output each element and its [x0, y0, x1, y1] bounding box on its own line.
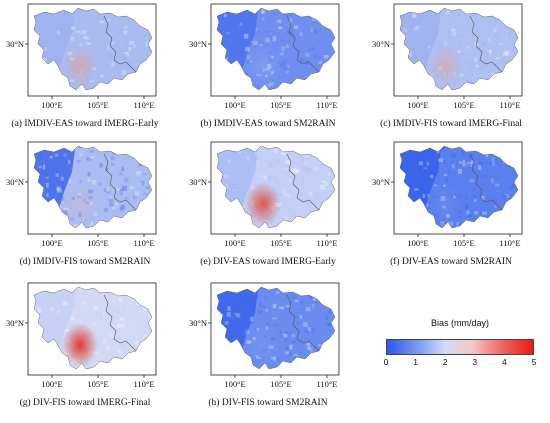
longitude-label: 100°E	[224, 100, 245, 110]
longitude-label: 105°E	[453, 100, 474, 110]
longitude-label: 110°E	[133, 379, 154, 389]
longitude-label: 105°E	[453, 238, 474, 248]
longitude-label: 100°E	[41, 238, 62, 248]
panel-caption: (b) IMDIV-EAS toward SM2RAIN	[200, 119, 336, 129]
map-frame	[210, 3, 340, 97]
region-outline	[33, 286, 153, 370]
longitude-label: 110°E	[133, 238, 154, 248]
map-h: 30°N 100°E 105°E 110°E	[189, 282, 340, 389]
map-frame	[393, 3, 523, 97]
map-frame	[210, 282, 340, 376]
longitude-label: 110°E	[133, 100, 154, 110]
colorbar-tick-label: 4	[502, 357, 507, 367]
colorbar-tick-label: 1	[413, 357, 418, 367]
map-c: 30°N 100°E 105°E 110°E	[372, 3, 523, 110]
panel-caption: (e) DIV-EAS toward IMERG-Early	[200, 257, 336, 267]
latitude-label: 30°N	[6, 177, 24, 187]
region-outline	[33, 7, 153, 91]
region-outline	[399, 7, 519, 91]
map-a: 30°N 100°E 105°E 110°E	[6, 3, 157, 110]
high-bias-hotspot	[245, 182, 281, 226]
latitude-label: 30°N	[189, 39, 207, 49]
longitude-label: 105°E	[270, 100, 291, 110]
panel-caption: (d) IMDIV-FIS toward SM2RAIN	[19, 257, 151, 267]
latitude-label: 30°N	[189, 177, 207, 187]
region-outline	[33, 145, 153, 229]
latitude-label: 30°N	[189, 318, 207, 328]
map-g: 30°N 100°E 105°E 110°E	[6, 282, 157, 389]
panel-caption: (a) IMDIV-EAS toward IMERG-Early	[11, 119, 159, 129]
longitude-label: 100°E	[41, 100, 62, 110]
panel-caption: (c) IMDIV-FIS toward IMERG-Final	[380, 119, 522, 129]
map-panel-a: 30°N 100°E 105°E 110°E (a) IMDIV-EAS toward …	[0, 0, 170, 135]
map-e: 30°N 100°E 105°E 110°E	[189, 141, 340, 248]
high-bias-hotspot	[428, 44, 464, 88]
map-panel-b: 30°N 100°E 105°E 110°E (b) IMDIV-EAS toward …	[183, 0, 353, 135]
longitude-label: 100°E	[407, 238, 428, 248]
province-border	[469, 15, 503, 73]
longitude-label: 110°E	[499, 100, 520, 110]
map-panel-e: 30°N 100°E 105°E 110°E (e) DIV-EAS toward IM…	[183, 138, 353, 273]
latitude-label: 30°N	[6, 39, 24, 49]
colorbar-legend: Bias (mm/day) 0 1 2 3 4 5	[380, 318, 540, 378]
region-outline	[216, 286, 336, 370]
colorbar-tick-label: 3	[472, 357, 478, 367]
map-panel-g: 30°N 100°E 105°E 110°E (g) DIV-FIS toward IM…	[0, 279, 170, 414]
province-border	[286, 294, 320, 352]
longitude-label: 100°E	[407, 100, 428, 110]
longitude-label: 100°E	[224, 379, 245, 389]
map-panel-f: 30°N 100°E 105°E 110°E (f) DIV-EAS toward SM…	[366, 138, 536, 273]
colorbar-tick-label: 5	[531, 357, 537, 367]
map-panel-d: 30°N 100°E 105°E 110°E (d) IMDIV-FIS toward …	[0, 138, 170, 273]
longitude-label: 110°E	[316, 379, 337, 389]
longitude-label: 100°E	[41, 379, 62, 389]
colorbar-tick-label: 2	[442, 357, 448, 367]
colorbar	[386, 339, 534, 355]
region-outline	[216, 145, 336, 229]
panel-caption: (f) DIV-EAS toward SM2RAIN	[390, 257, 512, 267]
province-border	[103, 153, 137, 211]
longitude-label: 105°E	[87, 379, 108, 389]
map-frame	[27, 3, 157, 97]
legend-title: Bias (mm/day)	[430, 318, 489, 328]
province-border	[103, 294, 137, 352]
high-bias-hotspot	[245, 44, 281, 88]
province-border	[286, 15, 320, 73]
longitude-label: 105°E	[270, 238, 291, 248]
province-border	[469, 153, 503, 211]
province-border	[103, 15, 137, 73]
high-bias-hotspot	[428, 182, 464, 226]
region-outline	[399, 145, 519, 229]
map-frame	[393, 141, 523, 235]
colorbar-tick-label: 0	[383, 357, 389, 367]
map-b: 30°N 100°E 105°E 110°E	[189, 3, 340, 110]
panel-caption: (h) DIV-FIS toward SM2RAIN	[208, 398, 328, 408]
longitude-label: 110°E	[316, 100, 337, 110]
panel-caption: (g) DIV-FIS toward IMERG-Final	[19, 398, 151, 408]
latitude-label: 30°N	[372, 39, 390, 49]
high-bias-hotspot	[62, 323, 98, 367]
longitude-label: 105°E	[87, 238, 108, 248]
latitude-label: 30°N	[372, 177, 390, 187]
high-bias-hotspot	[245, 323, 281, 367]
longitude-label: 105°E	[270, 379, 291, 389]
map-frame	[210, 141, 340, 235]
longitude-label: 100°E	[224, 238, 245, 248]
map-frame	[27, 282, 157, 376]
longitude-label: 110°E	[316, 238, 337, 248]
province-border	[286, 153, 320, 211]
map-panel-h: 30°N 100°E 105°E 110°E (h) DIV-FIS toward SM…	[183, 279, 353, 414]
map-d: 30°N 100°E 105°E 110°E	[6, 141, 157, 248]
map-f: 30°N 100°E 105°E 110°E	[372, 141, 523, 248]
high-bias-hotspot	[62, 182, 98, 226]
longitude-label: 110°E	[499, 238, 520, 248]
colorbar-ticks: 0 1 2 3 4 5	[383, 357, 537, 369]
longitude-label: 105°E	[87, 100, 108, 110]
map-panel-c: 30°N 100°E 105°E 110°E (c) IMDIV-FIS toward …	[366, 0, 536, 135]
latitude-label: 30°N	[6, 318, 24, 328]
high-bias-hotspot	[62, 44, 98, 88]
region-outline	[216, 7, 336, 91]
map-frame	[27, 141, 157, 235]
